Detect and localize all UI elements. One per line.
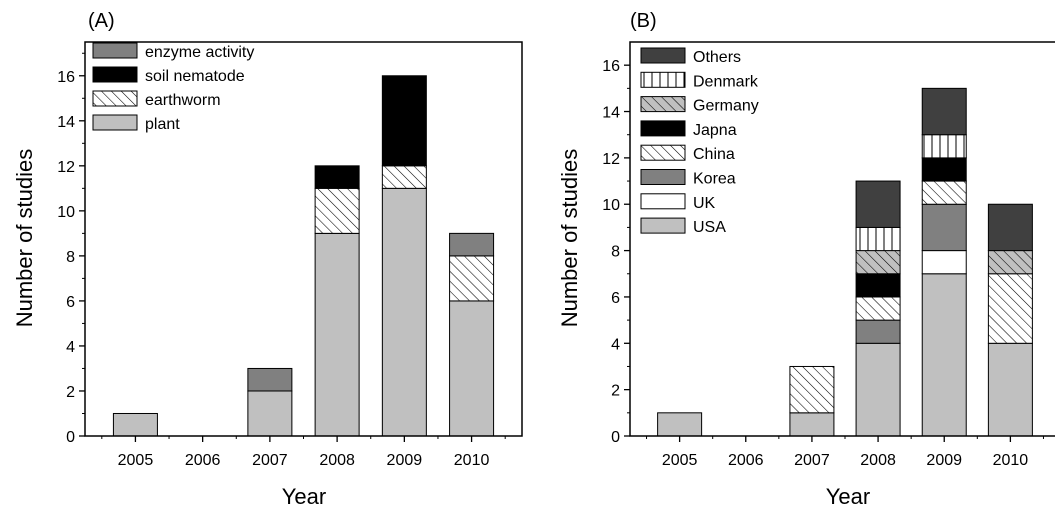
panel-b-x-tick-label-2006: 2006 — [728, 452, 764, 469]
panel-a-x-axis-title: Year — [282, 484, 326, 509]
panel-b-legend-label-denmark: Denmark — [693, 73, 759, 90]
panel-b-bar-2010-china — [987, 273, 1033, 344]
panel-a-x-tick-label-2008: 2008 — [319, 452, 355, 469]
panel-a-legend-swatch-earthworm — [92, 90, 138, 107]
panel-b-legend-label-usa: USA — [693, 219, 726, 236]
panel-a-x-tick-label-2010: 2010 — [454, 452, 490, 469]
panel-b-x-tick-label-2010: 2010 — [993, 452, 1029, 469]
panel-b-y-tick-label-6: 6 — [611, 290, 620, 307]
panel-a-label: (A) — [88, 10, 115, 32]
panel-b-y-tick-label-4: 4 — [611, 336, 620, 353]
panel-b-legend-swatch-others — [640, 47, 686, 64]
panel-b-bar-2008-japna — [855, 273, 901, 298]
panel-a-x-tick-label-2009: 2009 — [387, 452, 423, 469]
panel-a-y-axis-title: Number of studies — [12, 149, 37, 328]
panel-a-legend-label-enzyme-activity: enzyme activity — [145, 44, 254, 61]
panel-b-y-tick-label-10: 10 — [602, 197, 620, 214]
panel-b-legend-swatch-korea — [640, 169, 686, 185]
panel-a-chart: (A) Year Number of studies 0 2 4 6 8 10 12 14 16… — [12, 10, 523, 509]
panel-b-x-axis-title: Year — [826, 484, 870, 509]
panel-b-bar-2010-others — [987, 203, 1033, 252]
panel-b-bar-2009-japna — [921, 157, 967, 182]
panel-b-bar-2008-usa — [855, 342, 901, 437]
panel-a-legend-swatch-enzyme-activity — [92, 42, 138, 59]
panel-b-y-tick-label-8: 8 — [611, 244, 620, 261]
panel-a-legend-label-earthworm: earthworm — [145, 92, 221, 109]
panel-a-y-tick-label-10: 10 — [57, 204, 75, 221]
panel-a-y-tick-label-8: 8 — [66, 249, 75, 266]
panel-a-bar-2010-plant — [449, 300, 495, 437]
panel-b-legend-swatch-germany — [640, 96, 686, 113]
panel-b-label: (B) — [630, 10, 657, 32]
panel-a-x-tick-label-2005: 2005 — [118, 452, 154, 469]
panel-a-bar-2007-plant — [247, 390, 293, 437]
panel-b-legend-label-germany: Germany — [693, 98, 759, 115]
panel-b-legend-label-others: Others — [693, 49, 741, 66]
panel-b-bar-2005-usa — [657, 412, 703, 437]
panel-b-bar-2009-others — [921, 87, 967, 136]
panel-a-legend-label-soil-nematode: soil nematode — [145, 68, 245, 85]
panel-b-legend-label-uk: UK — [693, 195, 716, 212]
panel-b-bar-2007-china — [789, 365, 835, 414]
panel-a-bar-2008-soil-nematode — [314, 165, 360, 189]
panel-a-legend-swatch-soil-nematode — [92, 66, 138, 83]
panel-a-bar-2010-earthworm — [449, 255, 495, 302]
panel-b-y-axis-title: Number of studies — [557, 149, 582, 328]
panel-b-legend-swatch-uk — [640, 193, 686, 210]
panel-b-bar-2009-china — [921, 180, 967, 205]
panel-b-x-tick-label-2005: 2005 — [662, 452, 698, 469]
panel-a-bar-2009-soil-nematode — [381, 75, 427, 167]
panel-b-bar-2007-usa — [789, 412, 835, 437]
panel-a-legend-swatch-plant — [92, 114, 138, 131]
panel-b-x-tick-label-2007: 2007 — [794, 452, 830, 469]
panel-b-bar-2008-china — [855, 296, 901, 321]
panel-b-legend-swatch-usa — [640, 217, 686, 234]
panel-b-y-tick-label-2: 2 — [611, 383, 620, 400]
panel-b-y-tick-label-0: 0 — [611, 429, 620, 446]
panel-a-x-tick-label-2007: 2007 — [252, 452, 288, 469]
panel-a-y-tick-label-16: 16 — [57, 69, 75, 86]
panel-b-legend-label-japna: Japna — [693, 122, 737, 139]
panel-b-x-tick-label-2008: 2008 — [860, 452, 896, 469]
panel-b-bar-2009-korea — [921, 203, 967, 252]
panel-b-legend-swatch-japna — [640, 120, 686, 137]
panel-a-bar-2009-earthworm — [381, 165, 427, 189]
panel-b-y-tick-label-16: 16 — [602, 58, 620, 75]
panel-b-bar-2009-denmark — [921, 134, 967, 159]
panel-b-y-tick-label-12: 12 — [602, 151, 620, 168]
panel-b-bar-2009-uk — [921, 250, 967, 275]
panel-a-y-tick-label-12: 12 — [57, 159, 75, 176]
panel-b-legend-swatch-china — [640, 144, 686, 161]
panel-a-bar-2010-enzyme-activity — [449, 232, 495, 257]
panel-a-legend-label-plant: plant — [145, 116, 180, 133]
panel-a-y-tick-label-14: 14 — [57, 114, 75, 131]
panel-b-y-tick-label-14: 14 — [602, 105, 620, 122]
panel-b-legend-swatch-denmark — [640, 71, 686, 88]
panel-a-y-tick-label-4: 4 — [66, 339, 75, 356]
panel-b-bar-2009-usa — [921, 273, 967, 437]
panel-b-legend-label-korea: Korea — [693, 171, 736, 188]
panel-a-bar-2008-plant — [314, 232, 360, 437]
panel-b-x-tick-label-2009: 2009 — [926, 452, 962, 469]
panel-a-bar-2007-enzyme-activity — [247, 367, 293, 392]
panel-a-bar-2008-earthworm — [314, 187, 360, 234]
panel-b-chart: (B) Year Number of studies 0 2 4 6 8 10 12 14 16… — [557, 10, 1055, 509]
panel-b-bar-2008-korea — [855, 319, 901, 344]
panel-b-bar-2008-denmark — [855, 226, 901, 252]
panel-b-bar-2010-germany — [987, 250, 1033, 275]
panel-b-legend-label-china: China — [693, 146, 735, 163]
panel-a-y-tick-label-6: 6 — [66, 294, 75, 311]
panel-a-x-tick-label-2006: 2006 — [185, 452, 221, 469]
panel-a-bar-2005-plant — [112, 412, 158, 437]
panel-b-bar-2008-others — [855, 180, 901, 228]
panel-a-y-tick-label-2: 2 — [66, 384, 75, 401]
panel-a-y-tick-label-0: 0 — [66, 429, 75, 446]
panel-a-bar-2009-plant — [381, 187, 427, 437]
panel-b-bar-2010-usa — [987, 342, 1033, 437]
panel-b-bar-2008-germany — [855, 250, 901, 275]
